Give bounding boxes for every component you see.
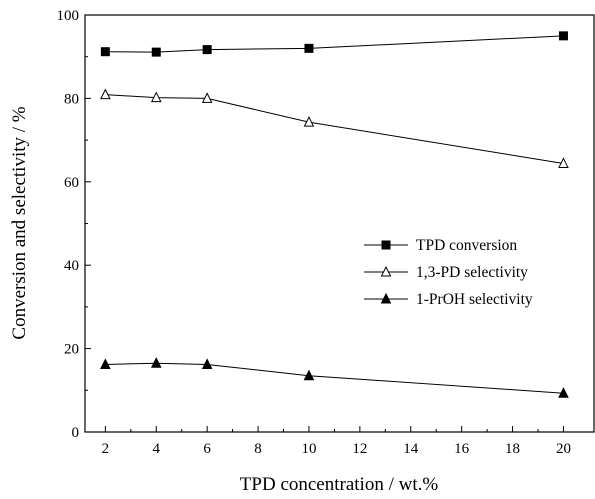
data-point xyxy=(150,357,162,368)
legend-item: 1,3-PD selectivity xyxy=(364,264,528,281)
x-tick-label: 18 xyxy=(505,441,520,457)
minor-ticks xyxy=(85,56,539,432)
data-point xyxy=(100,88,111,100)
y-axis-ticks: 0 20 40 60 80 100 xyxy=(57,8,91,441)
data-point xyxy=(304,43,314,53)
data-point xyxy=(303,369,315,381)
legend-marker xyxy=(381,240,391,250)
data-point xyxy=(303,116,315,127)
x-tick-label: 16 xyxy=(454,441,470,457)
x-tick-label: 6 xyxy=(203,441,211,457)
data-point xyxy=(558,157,569,168)
legend-item: TPD conversion xyxy=(364,237,517,254)
data-point xyxy=(558,387,569,398)
legend-item: 1-PrOH selectivity xyxy=(364,291,533,308)
series-2 xyxy=(100,88,569,168)
legend-label: TPD conversion xyxy=(416,237,517,254)
legend: TPD conversion 1,3-PD selectivity 1-PrOH s… xyxy=(364,237,533,308)
legend-marker xyxy=(380,265,392,277)
series-3 xyxy=(100,357,569,398)
x-tick-label: 12 xyxy=(352,441,367,457)
legend-label: 1-PrOH selectivity xyxy=(416,291,533,308)
plot-frame xyxy=(84,14,595,433)
data-point xyxy=(201,358,213,369)
data-point xyxy=(150,91,162,103)
x-axis-ticks: 2 4 6 8 10 12 14 16 18 20 xyxy=(102,426,571,457)
y-tick-label: 20 xyxy=(64,342,79,358)
data-point xyxy=(100,358,111,369)
series-1 xyxy=(100,31,568,57)
x-tick-label: 2 xyxy=(102,441,110,457)
x-axis-title: TPD concentration / wt.% xyxy=(240,474,439,495)
data-point xyxy=(558,31,568,41)
legend-label: 1,3-PD selectivity xyxy=(416,264,528,281)
legend-marker xyxy=(380,292,392,304)
y-tick-label: 40 xyxy=(64,258,79,274)
x-tick-label: 20 xyxy=(556,441,571,457)
x-tick-label: 10 xyxy=(301,441,316,457)
data-point xyxy=(100,47,110,57)
series-line xyxy=(105,362,564,394)
y-tick-label: 100 xyxy=(57,8,80,24)
series-line xyxy=(105,94,564,164)
y-tick-label: 0 xyxy=(72,425,80,441)
data-point xyxy=(202,45,212,55)
series-line xyxy=(105,35,564,53)
data-point xyxy=(201,92,213,103)
y-axis-title: Conversion and selectivity / % xyxy=(9,106,30,339)
x-tick-label: 14 xyxy=(403,441,419,457)
series-layer xyxy=(100,31,569,398)
y-tick-label: 60 xyxy=(64,175,79,191)
y-tick-label: 80 xyxy=(64,91,79,107)
data-point xyxy=(151,47,161,57)
x-tick-label: 4 xyxy=(153,441,161,457)
x-tick-label: 8 xyxy=(254,441,262,457)
